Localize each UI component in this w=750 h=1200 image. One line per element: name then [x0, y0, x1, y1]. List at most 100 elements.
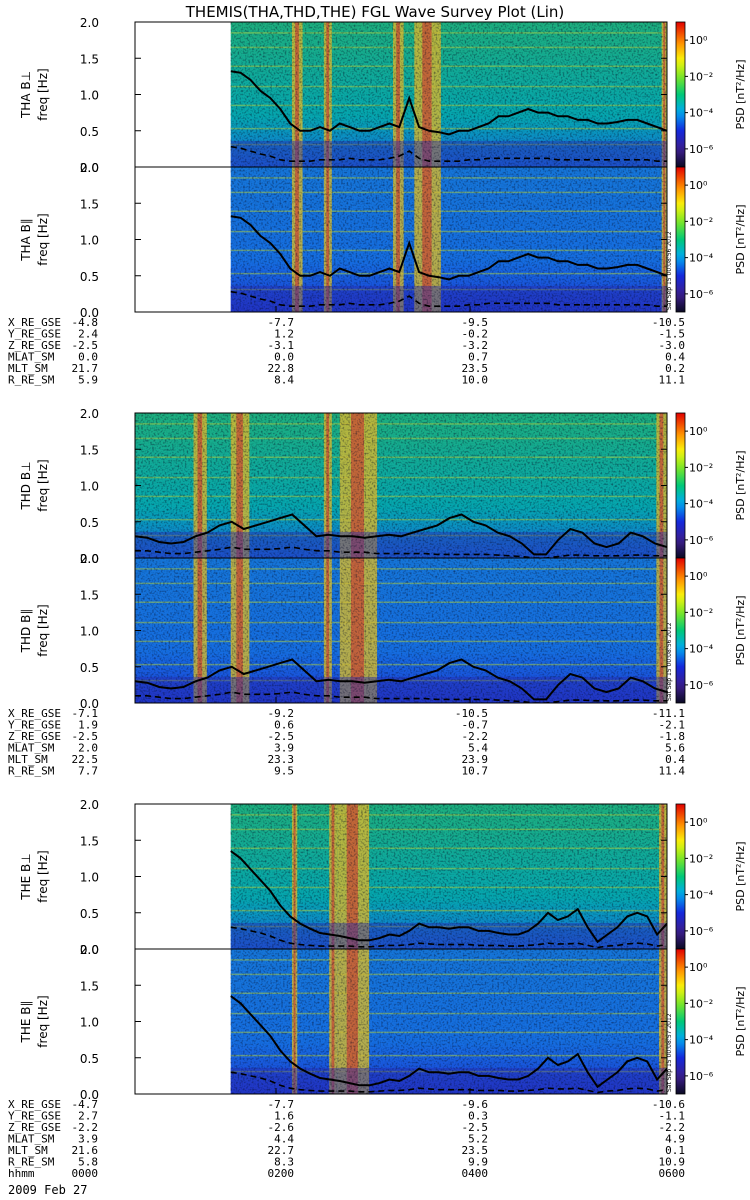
noise-tint — [230, 804, 667, 949]
y-tick-label: 0.0 — [80, 552, 99, 566]
ephemeris-row-label: R_RE_SM — [8, 1156, 55, 1169]
ephemeris-value: -7.7 — [268, 316, 295, 329]
y-axis-label: freq [Hz] — [36, 850, 50, 902]
ephemeris-row-label: Y_RE_GSE — [8, 328, 61, 341]
ephemeris-value: 9.5 — [274, 765, 294, 778]
y-tick-label: 2.0 — [80, 16, 99, 30]
lower-frequency-line — [135, 691, 667, 703]
ephemeris-value: 10.9 — [659, 1156, 686, 1169]
y-tick-label: 1.5 — [80, 979, 99, 993]
ephemeris-value: 22.8 — [268, 362, 295, 375]
colorbar-tick-label: 10⁰ — [689, 816, 708, 829]
ephemeris-value: 7.7 — [78, 765, 98, 778]
colorbar: 10⁰ 10⁻² 10⁻⁴ 10⁻⁶ PSD [nT²/Hz] — [675, 948, 747, 1095]
ephemeris-value: 23.5 — [462, 1144, 489, 1157]
panel-label: THD B⊥ — [19, 461, 33, 510]
spectrogram-panel: 0.0 0.5 1.0 1.5 2.0 freq [Hz]THA B⊥ 10⁰ 10⁻² 10⁻… — [19, 16, 747, 175]
colorbar-tick-label: 10⁻⁴ — [689, 889, 714, 902]
ephemeris-value: 21.7 — [72, 362, 99, 375]
ephemeris-value: -10.5 — [455, 707, 488, 720]
y-axis-label: freq [Hz] — [36, 213, 50, 265]
colorbar-tick-label: 10⁻⁴ — [689, 107, 714, 120]
gyrofrequency-line — [230, 995, 667, 1089]
ephemeris-value: -2.5 — [72, 730, 99, 743]
ephemeris-value: -4.8 — [72, 316, 99, 329]
ephemeris-value: 0.0 — [78, 351, 98, 364]
panel-label: THA B∥ — [19, 218, 33, 262]
colorbar-tick-label: 10⁻⁴ — [689, 1034, 714, 1047]
ephemeris-value: 0.4 — [665, 753, 685, 766]
ephemeris-value: -9.6 — [462, 1098, 489, 1111]
ephemeris-table: X_RE_GSE -4.8 -7.7 -9.5 -10.5Y_RE_GSE 2.4 1.2-… — [8, 316, 685, 387]
ephemeris-value: -0.2 — [462, 328, 489, 341]
y-tick-label: 1.0 — [80, 1016, 99, 1030]
y-tick-label: 0.5 — [80, 661, 99, 675]
colorbar-label: PSD [nT²/Hz] — [734, 59, 747, 129]
ephemeris-row-label: Z_RE_GSE — [8, 1121, 61, 1134]
colorbar: 10⁰ 10⁻² 10⁻⁴ 10⁻⁶ PSD [nT²/Hz] — [675, 21, 747, 168]
ephemeris-value: -9.2 — [268, 707, 295, 720]
y-tick-label: 0.0 — [80, 943, 99, 957]
figure-title: THEMIS(THA,THD,THE) FGL Wave Survey Plot… — [185, 3, 564, 21]
ephemeris-value: 0400 — [462, 1167, 489, 1180]
gyrofrequency-line — [230, 215, 667, 281]
ephemeris-row-label: R_RE_SM — [8, 765, 55, 778]
spectrogram-panel: 0.0 0.5 1.0 1.5 2.0 freq [Hz]THE B∥ 10⁰ 10⁻² 10⁻… — [19, 943, 747, 1102]
ephemeris-value: 0.2 — [665, 362, 685, 375]
ephemeris-value: -1.8 — [659, 730, 686, 743]
noise-tint — [230, 949, 667, 1094]
ephemeris-value: 22.5 — [72, 753, 99, 766]
ephemeris-row-label: MLT_SM — [8, 1144, 48, 1157]
gyrofrequency-line — [230, 850, 667, 944]
ephemeris-value: 5.2 — [468, 1133, 488, 1146]
colorbar-tick-label: 10⁰ — [689, 34, 708, 47]
ephemeris-value: 8.4 — [274, 374, 294, 387]
colorbar-tick-label: 10⁻⁶ — [689, 534, 714, 547]
ephemeris-value: -10.6 — [652, 1098, 685, 1111]
colorbar-label: PSD [nT²/Hz] — [734, 595, 747, 665]
ephemeris-row-label: hhmm — [8, 1167, 35, 1180]
ephemeris-row-label: Z_RE_GSE — [8, 339, 61, 352]
ephemeris-value: 22.7 — [268, 1144, 295, 1157]
noise-overlay — [135, 413, 667, 558]
ephemeris-value: 0000 — [72, 1167, 99, 1180]
panel-label: THD B∥ — [19, 609, 33, 654]
ephemeris-row-label: Z_RE_GSE — [8, 730, 61, 743]
panel-label: THE B⊥ — [19, 853, 33, 900]
ephemeris-value: -1.1 — [659, 1110, 686, 1123]
ephemeris-value: 8.3 — [274, 1156, 294, 1169]
lower-frequency-line — [230, 926, 667, 949]
colorbar-tick-label: 10⁰ — [689, 179, 708, 192]
y-tick-label: 0.5 — [80, 516, 99, 530]
colorbar: 10⁰ 10⁻² 10⁻⁴ 10⁻⁶ PSD [nT²/Hz] — [675, 166, 747, 313]
noise-overlay — [135, 558, 667, 703]
ephemeris-row-label: MLT_SM — [8, 753, 48, 766]
colorbar-label: PSD [nT²/Hz] — [734, 986, 747, 1056]
ephemeris-row-label: X_RE_GSE — [8, 1098, 61, 1111]
ephemeris-value: -2.5 — [462, 1121, 489, 1134]
creation-stamp: Sat Sep 15 00:08:56 2012 — [666, 622, 673, 701]
ephemeris-value: -4.7 — [72, 1098, 99, 1111]
y-tick-label: 0.5 — [80, 270, 99, 284]
y-tick-label: 1.5 — [80, 197, 99, 211]
spectrogram-panel: 0.0 0.5 1.0 1.5 2.0 freq [Hz]THD B∥ 10⁰ 10⁻² 10⁻… — [19, 552, 747, 711]
colorbar-tick-label: 10⁻⁶ — [689, 1070, 714, 1083]
ephemeris-value: -9.5 — [462, 316, 489, 329]
y-tick-label: 2.0 — [80, 943, 99, 957]
ephemeris-value: 5.4 — [468, 742, 488, 755]
colorbar-scale — [675, 412, 686, 559]
ephemeris-value: -3.2 — [462, 339, 489, 352]
colorbar-tick-label: 10⁰ — [689, 961, 708, 974]
ephemeris-row-label: X_RE_GSE — [8, 707, 61, 720]
y-tick-label: 2.0 — [80, 798, 99, 812]
colorbar-tick-label: 10⁻⁴ — [689, 498, 714, 511]
lower-frequency-line — [230, 1071, 667, 1094]
ephemeris-row-label: MLT_SM — [8, 362, 48, 375]
y-axis-label: freq [Hz] — [36, 459, 50, 511]
ephemeris-value: -2.5 — [268, 730, 295, 743]
colorbar-tick-label: 10⁻⁶ — [689, 925, 714, 938]
panel-label: THA B⊥ — [19, 71, 33, 119]
colorbar-tick-label: 10⁻² — [689, 997, 713, 1010]
noise-overlay — [230, 167, 667, 312]
ephemeris-value: 4.9 — [665, 1133, 685, 1146]
